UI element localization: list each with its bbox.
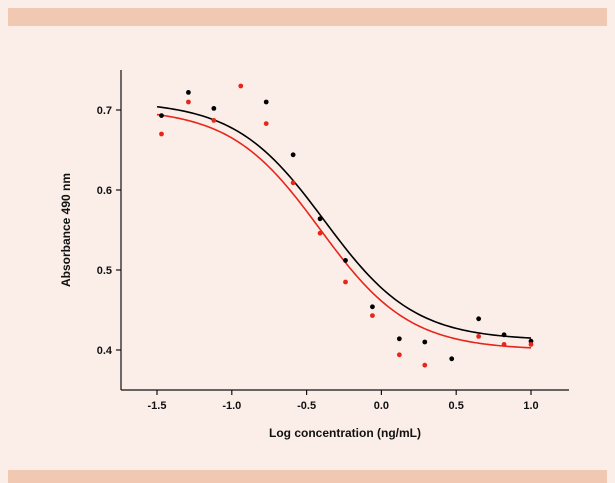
x-tick-label: -1.5 (148, 400, 167, 412)
data-point-red (186, 99, 191, 105)
data-point-black (370, 304, 375, 310)
y-tick-label: 0.5 (97, 265, 112, 277)
data-point-red (476, 334, 482, 339)
x-tick-label: -1.0 (222, 400, 241, 412)
data-point-red (501, 342, 507, 347)
y-tick-label: 0.4 (97, 345, 113, 357)
data-point-red (343, 279, 348, 285)
data-point-black (290, 152, 296, 158)
data-point-black (211, 106, 217, 111)
data-point-red (159, 131, 164, 137)
y-tick-label: 0.7 (97, 105, 112, 117)
x-tick-label: 0.0 (374, 400, 389, 412)
fit-curve-red (156, 113, 532, 349)
ticks: -1.5 -1.0 -0.5 0.0 0.5 1.0 0.4 0.5 0.6 0.7 (97, 105, 539, 412)
header-band (8, 8, 607, 26)
data-point-red (396, 352, 402, 358)
data-point-red (290, 180, 296, 186)
fit-curve-black (156, 105, 532, 339)
data-point-black (159, 113, 164, 118)
data-point-black (396, 336, 402, 342)
data-point-black (449, 356, 455, 362)
data-point-red (528, 342, 534, 347)
data-point-red (370, 313, 375, 318)
data-point-red (211, 118, 217, 123)
chart-panel (8, 26, 607, 470)
data-point-red (317, 230, 323, 236)
y-tick-label: 0.6 (97, 185, 112, 197)
footer-band (8, 470, 607, 483)
data-point-red (263, 121, 269, 126)
data-point-black (317, 216, 323, 222)
x-axis-title: Log concentration (ng/mL) (269, 426, 421, 440)
x-tick-label: -0.5 (297, 400, 316, 412)
data-point-red (422, 362, 428, 368)
x-tick-label: 0.5 (449, 400, 464, 412)
data-point-black (501, 332, 507, 338)
axes (120, 70, 569, 391)
data-points (159, 83, 534, 368)
data-point-black (422, 339, 428, 345)
data-point-red (238, 83, 244, 89)
data-point-black (186, 90, 191, 95)
x-tick-label: 1.0 (523, 400, 538, 412)
fit-curves (156, 105, 532, 349)
data-point-black (343, 258, 348, 263)
data-point-black (476, 316, 482, 322)
y-axis-title: Absorbance 490 nm (59, 173, 73, 287)
data-point-black (263, 99, 269, 105)
